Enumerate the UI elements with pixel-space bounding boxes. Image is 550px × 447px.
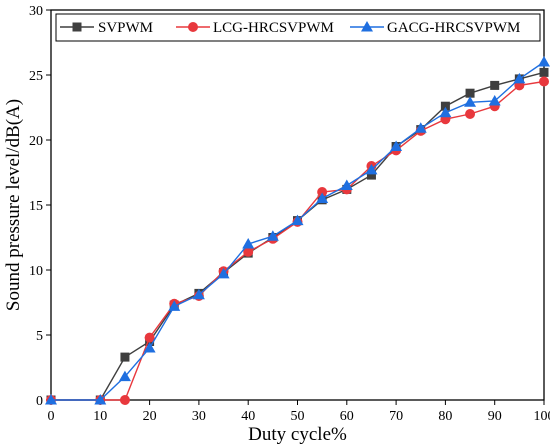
legend-label: GACG-HRCSVPWM bbox=[387, 20, 520, 36]
legend-label: LCG-HRCSVPWM bbox=[213, 20, 334, 36]
triangle-marker bbox=[365, 163, 378, 175]
triangle-marker bbox=[45, 394, 57, 405]
triangle-marker bbox=[291, 214, 304, 226]
triangle-marker bbox=[538, 56, 550, 67]
circle-marker bbox=[539, 76, 549, 87]
triangle-marker bbox=[192, 288, 205, 300]
series-line bbox=[51, 80, 545, 401]
x-tick-label: 80 bbox=[438, 409, 452, 424]
legend-box bbox=[55, 13, 541, 42]
square-marker bbox=[490, 80, 500, 90]
triangle-marker bbox=[464, 96, 477, 107]
series-svpwm bbox=[46, 67, 549, 405]
square-marker bbox=[465, 88, 475, 98]
triangle-marker bbox=[414, 122, 427, 133]
square-marker bbox=[539, 67, 549, 77]
y-tick-label: 0 bbox=[36, 394, 43, 409]
triangle-marker bbox=[340, 179, 353, 190]
circle-marker bbox=[188, 22, 198, 32]
square-marker bbox=[120, 352, 130, 362]
x-tick-label: 0 bbox=[48, 409, 55, 424]
triangle-marker bbox=[488, 95, 501, 106]
triangle-marker bbox=[361, 21, 373, 32]
triangle-marker bbox=[316, 192, 329, 203]
circle-marker bbox=[317, 187, 328, 197]
circle-marker bbox=[119, 395, 130, 405]
circle-marker bbox=[144, 332, 155, 343]
y-tick-label: 25 bbox=[29, 69, 43, 84]
triangle-marker bbox=[266, 230, 279, 241]
y-tick-label: 5 bbox=[36, 329, 43, 344]
x-tick-label: 20 bbox=[143, 409, 157, 424]
x-tick-label: 100 bbox=[534, 409, 550, 424]
x-tick-label: 70 bbox=[389, 409, 403, 424]
series-line bbox=[51, 71, 545, 401]
x-tick-label: 30 bbox=[192, 409, 206, 424]
triangle-marker bbox=[217, 267, 230, 279]
square-marker bbox=[366, 170, 376, 180]
x-tick-label: 50 bbox=[291, 409, 305, 424]
triangle-marker bbox=[94, 394, 107, 405]
x-tick-label: 90 bbox=[488, 409, 502, 424]
legend-label: SVPWM bbox=[98, 20, 153, 36]
series-gacg-hrcsvpwm bbox=[45, 56, 550, 405]
triangle-marker bbox=[242, 238, 255, 249]
triangle-marker bbox=[143, 342, 156, 353]
x-tick-label: 60 bbox=[340, 409, 354, 424]
circle-marker bbox=[243, 246, 254, 257]
y-tick-label: 20 bbox=[29, 134, 43, 149]
triangle-marker bbox=[390, 140, 403, 151]
x-axis-title: Duty cycle% bbox=[248, 424, 347, 445]
axes: 0 10 20 30 40 50 60 70 80 90 100 0 5 10 15 20 25 30 Duty c… bbox=[3, 4, 550, 445]
triangle-marker bbox=[118, 370, 131, 382]
series-layer bbox=[45, 56, 550, 405]
x-tick-label: 10 bbox=[93, 409, 107, 424]
triangle-marker bbox=[168, 300, 181, 311]
y-tick-label: 30 bbox=[29, 4, 43, 19]
square-marker bbox=[72, 22, 82, 32]
y-tick-label: 15 bbox=[29, 199, 43, 214]
triangle-marker bbox=[439, 106, 452, 118]
plot-frame bbox=[50, 9, 545, 401]
square-marker bbox=[440, 101, 450, 111]
y-tick-label: 10 bbox=[29, 264, 43, 279]
circle-marker bbox=[465, 109, 476, 119]
triangle-marker bbox=[513, 72, 526, 84]
x-tick-label: 40 bbox=[241, 409, 255, 424]
legend: SVPWM LCG-HRCSVPWM GACG-HRCSVPWM bbox=[55, 13, 541, 42]
y-axis-title: Sound pressure level/dB(A) bbox=[3, 99, 24, 311]
